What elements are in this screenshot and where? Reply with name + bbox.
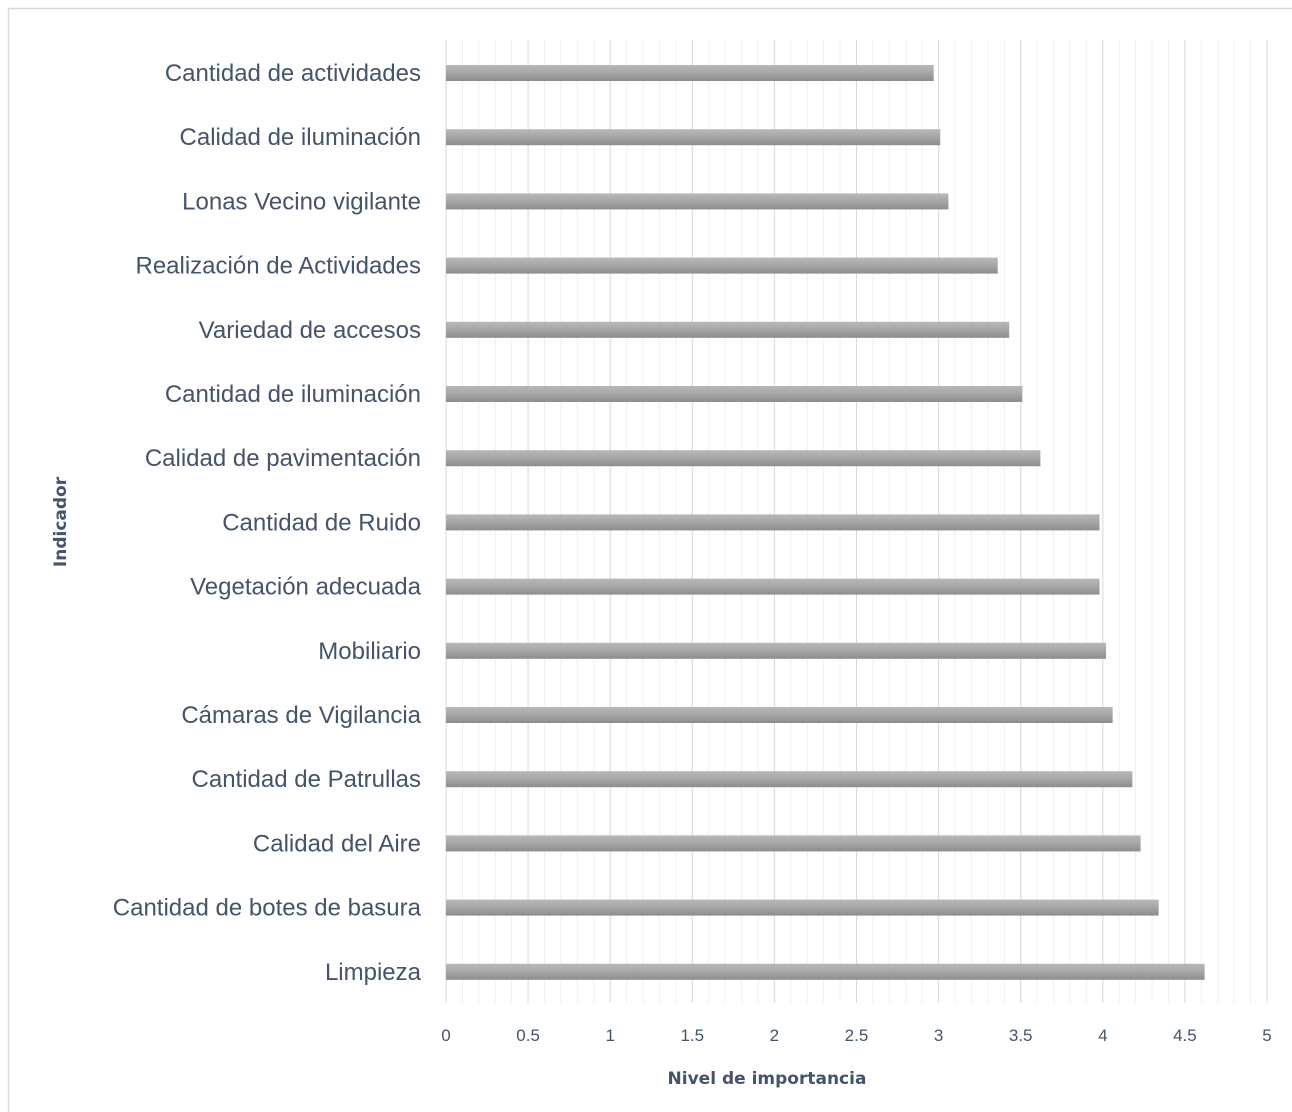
x-tick-label: 1.5: [680, 1026, 704, 1045]
x-tick-label: 4.5: [1173, 1026, 1197, 1045]
category-label: Cantidad de botes de basura: [113, 895, 422, 922]
bar: [446, 129, 941, 146]
bar: [446, 578, 1100, 595]
category-label: Vegetación adecuada: [190, 574, 422, 601]
bar: [446, 899, 1159, 916]
bar: [446, 65, 934, 81]
x-tick-label: 1: [605, 1026, 614, 1045]
category-label: Calidad de pavimentación: [145, 445, 421, 472]
bar: [446, 963, 1205, 980]
category-label: Variedad de accesos: [199, 317, 421, 344]
category-label: Limpieza: [325, 959, 422, 986]
bar: [446, 321, 1010, 338]
x-tick-label: 0.5: [516, 1026, 540, 1045]
x-tick-label: 3: [934, 1026, 943, 1045]
bar: [446, 835, 1141, 852]
y-axis-title: Indicador: [51, 476, 71, 567]
category-label: Cámaras de Vigilancia: [181, 702, 421, 729]
category-label: Cantidad de Ruido: [222, 509, 421, 536]
x-tick-label: 3.5: [1009, 1026, 1033, 1045]
x-tick-labels: 0 0.5 1 1.5 2 2.5 3 3.5 4 4.5 5: [441, 1026, 1271, 1045]
x-tick-label: 2: [770, 1026, 779, 1045]
category-labels: Cantidad de actividades Calidad de ilumin…: [113, 60, 422, 986]
category-label: Lonas Vecino vigilante: [182, 188, 421, 215]
bar: [446, 193, 949, 210]
category-label: Cantidad de iluminación: [165, 381, 421, 408]
x-tick-label: 5: [1262, 1026, 1271, 1045]
bar: [446, 642, 1107, 659]
category-label: Realización de Actividades: [135, 253, 421, 280]
bar: [446, 707, 1113, 723]
category-label: Cantidad de Patrullas: [192, 766, 421, 793]
bar: [446, 450, 1041, 467]
x-tick-label: 4: [1098, 1026, 1107, 1045]
category-label: Cantidad de actividades: [165, 60, 421, 87]
bar: [446, 771, 1133, 788]
category-label: Mobiliario: [318, 638, 421, 665]
x-tick-label: 2.5: [845, 1026, 869, 1045]
bar: [446, 257, 998, 274]
category-label: Calidad del Aire: [253, 830, 421, 857]
bar: [446, 386, 1023, 402]
bars: [446, 65, 1205, 980]
bar: [446, 514, 1100, 531]
x-axis-title: Nivel de importancia: [668, 1069, 867, 1089]
category-label: Calidad de iluminación: [180, 124, 421, 151]
x-tick-label: 0: [441, 1026, 450, 1045]
chart-border: [7, 7, 1292, 1112]
